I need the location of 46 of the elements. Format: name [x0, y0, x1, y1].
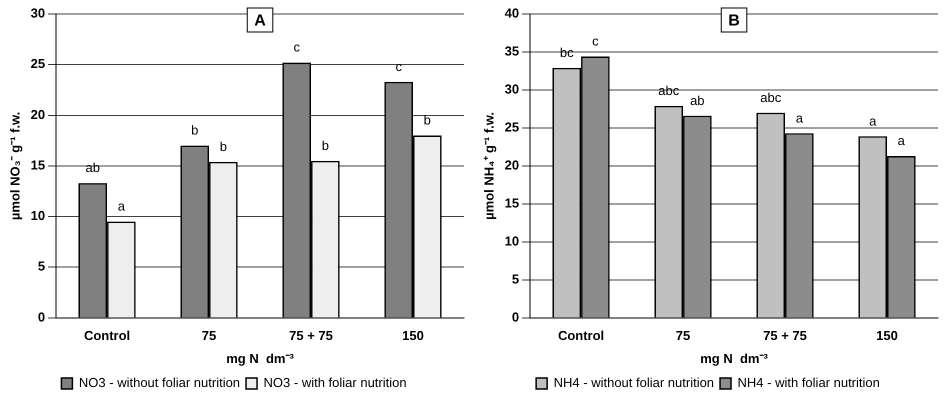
legend-label: NO3 - with foliar nutrition [264, 375, 407, 390]
annotation: b [191, 122, 198, 138]
y-axis-title: µmol NH₄⁺ g⁻¹ f.w. [481, 112, 496, 220]
x-tick-label: Control [558, 328, 604, 344]
y-tick-label: 5 [38, 258, 46, 274]
annotation: abc [760, 90, 782, 105]
x-tick-label: 75 + 75 [763, 328, 807, 344]
chart-title: A [254, 12, 266, 30]
y-tick-label: 25 [30, 56, 46, 72]
y-tick-label: 10 [504, 233, 520, 248]
annotation: b [220, 138, 227, 154]
legend-label: NH4 - without foliar nutrition [554, 375, 714, 390]
y-tick-label: 25 [504, 120, 520, 135]
x-tick-label: 75 [202, 328, 216, 344]
y-tick-label: 15 [504, 195, 520, 210]
annotation: ab [690, 92, 705, 108]
annotation: c [293, 40, 300, 55]
annotation: a [796, 110, 804, 126]
y-tick-label: 15 [30, 157, 46, 172]
annotation: c [592, 34, 600, 49]
y-tick-label: 35 [504, 44, 520, 59]
chart-title: B [728, 12, 740, 30]
y-axis-title: µmol NO₃⁻ g⁻¹ f.w. [7, 112, 22, 220]
annotation: b [424, 112, 431, 128]
x-tick-label: 75 + 75 [289, 328, 333, 344]
annotation: a [118, 198, 126, 214]
y-tick-label: 20 [504, 157, 520, 172]
y-tick-label: 10 [30, 208, 46, 224]
x-axis-title: mg N dm⁻³ [226, 350, 294, 366]
legend-label: NH4 - with foliar nutrition [738, 375, 880, 390]
x-tick-label: 150 [876, 328, 898, 344]
y-tick-label: 40 [504, 6, 520, 21]
x-axis-title: mg N dm⁻³ [700, 350, 768, 366]
annotation: b [322, 138, 329, 153]
y-tick-label: 20 [30, 106, 46, 122]
y-tick-label: 0 [512, 309, 520, 324]
x-tick-label: 75 [676, 328, 690, 344]
x-tick-label: Control [84, 328, 130, 344]
y-tick-label: 30 [30, 6, 46, 21]
annotation: a [898, 133, 906, 148]
y-tick-label: 0 [38, 309, 46, 324]
annotation: a [869, 113, 878, 128]
y-tick-label: 30 [504, 82, 520, 97]
legend-label: NO3 - without foliar nutrition [78, 375, 240, 390]
y-tick-label: 5 [512, 271, 520, 286]
x-tick-label: 150 [402, 328, 424, 344]
